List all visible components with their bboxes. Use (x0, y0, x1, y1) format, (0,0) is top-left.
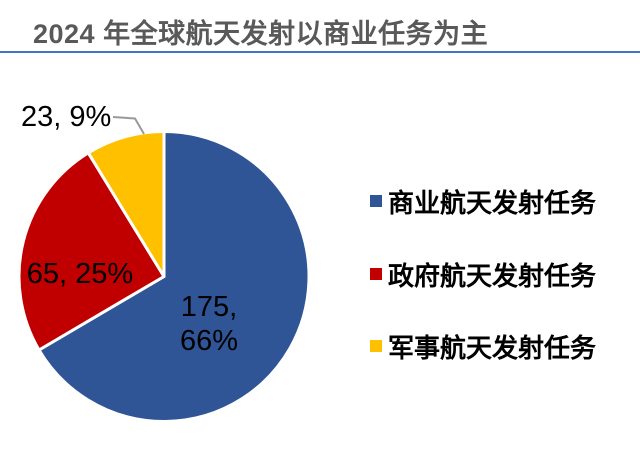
legend-swatch-commercial (370, 195, 382, 207)
leader-line-military (112, 116, 145, 135)
data-label-government: 65, 25% (26, 258, 134, 290)
title-underline (0, 51, 640, 53)
legend-item-government: 政府航天发射任务 (370, 259, 596, 291)
legend-label-commercial: 商业航天发射任务 (388, 187, 597, 218)
data-label-military: 23, 9% (21, 101, 112, 133)
page-title: 2024 年全球航天发射以商业任务为主 (33, 19, 489, 49)
legend-label-government: 政府航天发射任务 (388, 260, 597, 291)
pie-slice-government (17, 151, 166, 352)
data-label-commercial: 175, 66% (180, 290, 238, 358)
legend-swatch-government (370, 268, 382, 280)
legend-item-military: 军事航天发射任务 (370, 331, 596, 363)
pie-slice-commercial (37, 130, 311, 423)
data-label-commercial-percent: 66% (179, 325, 239, 357)
legend-label-military: 军事航天发射任务 (388, 332, 597, 363)
pie-slice-military (86, 130, 166, 278)
data-label-commercial-value: 175, (180, 291, 238, 323)
legend-swatch-military (370, 340, 382, 352)
legend-item-commercial: 商业航天发射任务 (370, 186, 596, 218)
pie-slices (17, 130, 311, 423)
